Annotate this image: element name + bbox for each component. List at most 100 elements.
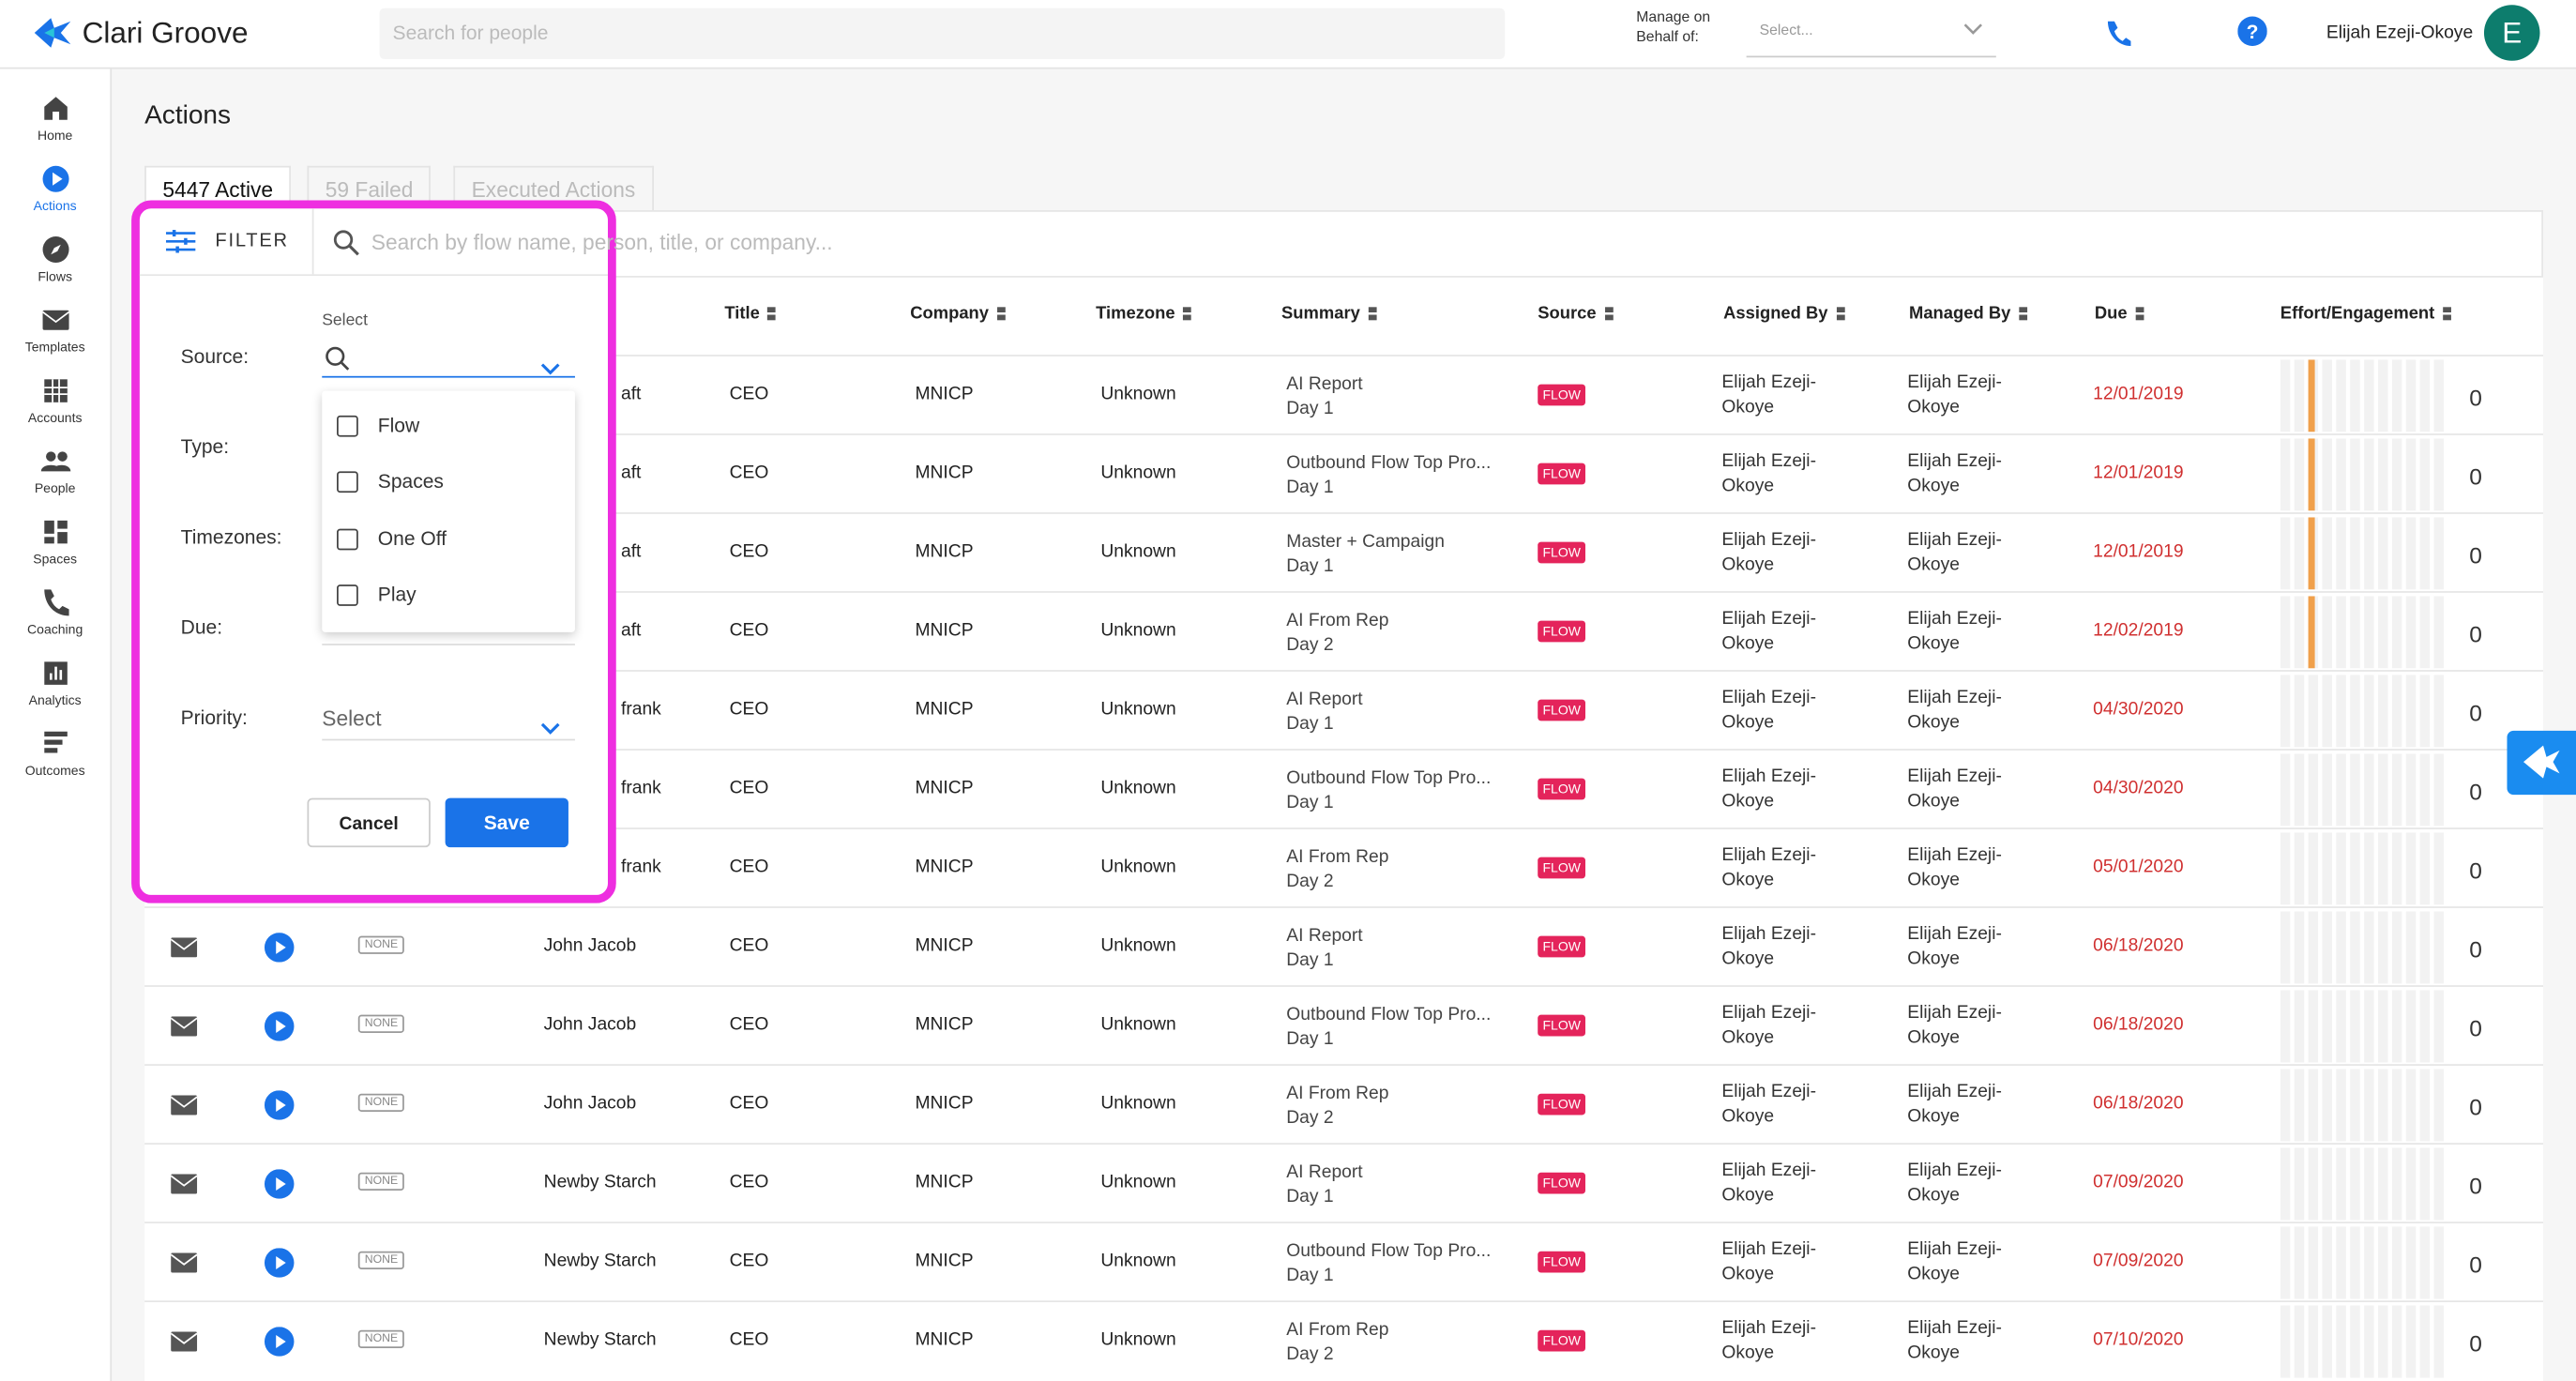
managed-by: Elijah Ezeji-Okoye — [1907, 372, 2002, 417]
logo-text: Clari Groove — [82, 16, 249, 50]
priority-select[interactable] — [322, 703, 575, 741]
phone-icon[interactable] — [2103, 18, 2133, 48]
summary-name: AI From Rep — [1286, 1084, 1389, 1104]
assigned-by: Elijah Ezeji-Okoye — [1721, 845, 1817, 890]
table-search-placeholder[interactable]: Search by flow name, person, title, or c… — [371, 230, 833, 255]
summary: Outbound Flow Top Pro... Day 1 — [1286, 766, 1491, 816]
checkbox[interactable] — [337, 415, 358, 437]
checkbox[interactable] — [337, 471, 358, 493]
due-date: 04/30/2020 — [2093, 699, 2184, 720]
effort-bars — [2280, 1305, 2451, 1381]
assigned-by: Elijah Ezeji-Okoye — [1721, 451, 1817, 496]
person-name: frank — [620, 778, 661, 798]
column-header[interactable]: Source — [1538, 304, 1614, 324]
cancel-button[interactable]: Cancel — [307, 797, 431, 848]
option-label[interactable]: Spaces — [377, 470, 444, 493]
summary: AI From Rep Day 2 — [1286, 609, 1388, 659]
summary-step: Day 2 — [1286, 872, 1334, 892]
timezone: Unknown — [1100, 1172, 1176, 1192]
summary-name: AI Report — [1286, 374, 1363, 395]
top-bar: Clari Groove Search for people Manage on… — [0, 0, 2576, 69]
summary-name: Outbound Flow Top Pro... — [1286, 1241, 1492, 1262]
column-header[interactable]: Assigned By — [1723, 304, 1845, 324]
play-icon — [264, 1011, 295, 1049]
tag: NONE — [357, 1251, 405, 1269]
engagement: 0 — [2469, 1251, 2482, 1278]
summary: AI From Rep Day 2 — [1286, 845, 1388, 895]
column-header[interactable]: Company — [910, 304, 1006, 324]
nav-item[interactable]: People — [0, 445, 110, 496]
company: MNICP — [915, 384, 974, 404]
sort-icon — [767, 307, 777, 321]
option-label[interactable]: One Off — [377, 526, 447, 550]
nav-item[interactable]: Flows — [0, 234, 110, 284]
summary-step: Day 1 — [1286, 714, 1334, 735]
managed-by: Elijah Ezeji-Okoye — [1907, 688, 2002, 733]
column-header[interactable]: Due — [2095, 304, 2144, 324]
engagement: 0 — [2469, 857, 2482, 884]
managed-by: Elijah Ezeji-Okoye — [1907, 1003, 2002, 1048]
person-name: Newby Starch — [543, 1172, 657, 1192]
tag: NONE — [357, 1172, 405, 1191]
field-label: Source: — [180, 344, 250, 369]
title: CEO — [729, 699, 769, 720]
people-search[interactable] — [379, 8, 1506, 60]
checkbox[interactable] — [337, 584, 358, 606]
save-button[interactable]: Save — [445, 797, 568, 848]
timezone: Unknown — [1100, 1014, 1176, 1035]
option-label[interactable]: Play — [377, 583, 417, 606]
effort-bars — [2280, 911, 2451, 992]
summary-name: AI Report — [1286, 690, 1363, 710]
avatar[interactable]: E — [2483, 5, 2540, 61]
mail-icon — [170, 936, 198, 966]
behalf-select[interactable] — [1746, 10, 1996, 58]
engagement: 0 — [2469, 778, 2482, 805]
person-name: aft — [620, 541, 642, 562]
column-header[interactable]: Effort/Engagement — [2281, 304, 2451, 324]
help-icon[interactable]: ? — [2237, 16, 2267, 47]
nav-item[interactable]: Outcomes — [0, 727, 110, 779]
due-date: 07/09/2020 — [2093, 1251, 2184, 1271]
column-header[interactable]: Title — [724, 304, 777, 324]
option-label[interactable]: Flow — [377, 414, 420, 437]
filter-button[interactable]: FILTER — [215, 231, 289, 251]
tag: NONE — [357, 1014, 405, 1033]
nav-item[interactable]: Templates — [0, 304, 110, 355]
floating-button[interactable] — [2507, 730, 2576, 796]
due-select — [322, 644, 575, 645]
nav-item[interactable]: Analytics — [0, 657, 110, 707]
column-header[interactable]: Managed By — [1909, 304, 2027, 324]
managed-by: Elijah Ezeji-Okoye — [1907, 609, 2002, 654]
sort-icon — [2135, 307, 2144, 321]
company: MNICP — [915, 699, 974, 720]
source-select[interactable] — [322, 337, 575, 378]
effort-bars — [2280, 596, 2451, 676]
due-date: 12/01/2019 — [2093, 541, 2184, 562]
column-header[interactable]: Timezone — [1096, 304, 1192, 324]
due-date: 12/01/2019 — [2093, 463, 2184, 483]
column-header[interactable]: Summary — [1281, 304, 1377, 324]
mail-icon — [170, 1252, 198, 1282]
engagement: 0 — [2469, 384, 2482, 411]
nav-item[interactable]: Accounts — [0, 374, 110, 425]
person-name: aft — [620, 620, 642, 641]
person-name: aft — [620, 384, 642, 404]
assigned-by: Elijah Ezeji-Okoye — [1721, 688, 1817, 733]
nav-item[interactable]: Actions — [0, 162, 110, 214]
nav-label: Analytics — [28, 692, 82, 708]
nav-item[interactable]: Spaces — [0, 516, 110, 567]
checkbox[interactable] — [337, 527, 358, 550]
tag: NONE — [357, 1329, 405, 1348]
managed-by: Elijah Ezeji-Okoye — [1907, 766, 2002, 812]
company: MNICP — [915, 1093, 974, 1114]
nav-label: Flows — [38, 269, 72, 284]
effort-bars — [2280, 832, 2451, 913]
summary-step: Day 1 — [1286, 1187, 1334, 1207]
timezone: Unknown — [1100, 1329, 1176, 1350]
nav-item[interactable]: Home — [0, 92, 110, 143]
source-badge: FLOW — [1538, 699, 1586, 721]
title: CEO — [729, 935, 769, 956]
title: CEO — [729, 857, 769, 877]
field-label: Type: — [180, 434, 230, 459]
nav-item[interactable]: Coaching — [0, 586, 110, 637]
